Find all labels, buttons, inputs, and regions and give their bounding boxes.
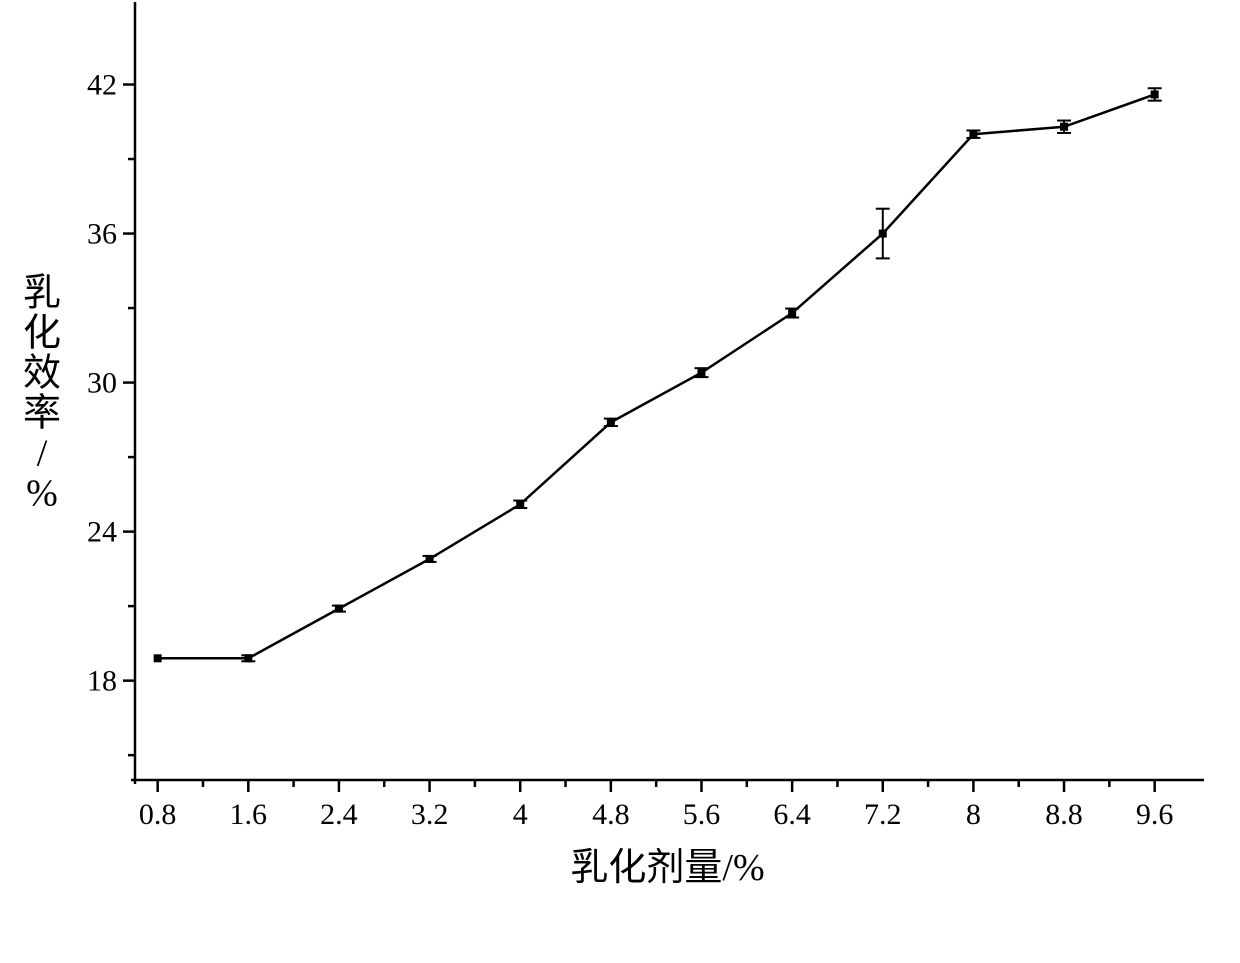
svg-text:/: / (37, 432, 48, 474)
data-point (607, 418, 615, 426)
y-tick-label: 30 (87, 367, 117, 400)
data-point (1060, 123, 1068, 131)
line-chart: 18 24 30 36 42 0.8 1.6 2.4 3.2 4 4.8 5.6 6.4 7.2 8 8.8 9… (0, 0, 1240, 963)
x-tick-label: 8.8 (1045, 798, 1083, 831)
x-tick-label: 9.6 (1136, 798, 1174, 831)
data-point (1151, 90, 1159, 98)
data-point (879, 230, 887, 238)
y-tick-label: 36 (87, 218, 117, 251)
x-axis-label: 乳化剂量/% (570, 847, 764, 889)
data-point (244, 654, 252, 662)
data-point (426, 555, 434, 563)
x-tick-label: 7.2 (864, 798, 902, 831)
x-tick-label: 8 (966, 798, 981, 831)
data-series-line (158, 94, 1155, 658)
chart-container: 18 24 30 36 42 0.8 1.6 2.4 3.2 4 4.8 5.6 6.4 7.2 8 8.8 9… (0, 0, 1240, 963)
svg-text:化: 化 (23, 312, 61, 354)
x-tick-label: 4.8 (592, 798, 630, 831)
x-tick-label: 1.6 (230, 798, 268, 831)
x-tick-label: 3.2 (411, 798, 449, 831)
x-tick-label: 0.8 (139, 798, 177, 831)
svg-text:效: 效 (23, 352, 61, 394)
svg-text:%: % (26, 472, 58, 514)
svg-text:率: 率 (23, 392, 61, 434)
x-tick-label: 4 (513, 798, 528, 831)
y-tick-label: 42 (87, 69, 117, 102)
y-tick-label: 24 (87, 516, 117, 549)
x-tick-label: 6.4 (773, 798, 811, 831)
data-point (969, 130, 977, 138)
data-point (154, 654, 162, 662)
y-axis-label: 乳化效率/% (23, 272, 61, 514)
x-tick-label: 2.4 (320, 798, 358, 831)
svg-text:乳: 乳 (23, 272, 61, 314)
data-point (516, 500, 524, 508)
data-point (335, 605, 343, 613)
data-point (788, 309, 796, 317)
y-tick-label: 18 (87, 665, 117, 698)
data-point (697, 369, 705, 377)
x-tick-label: 5.6 (683, 798, 721, 831)
